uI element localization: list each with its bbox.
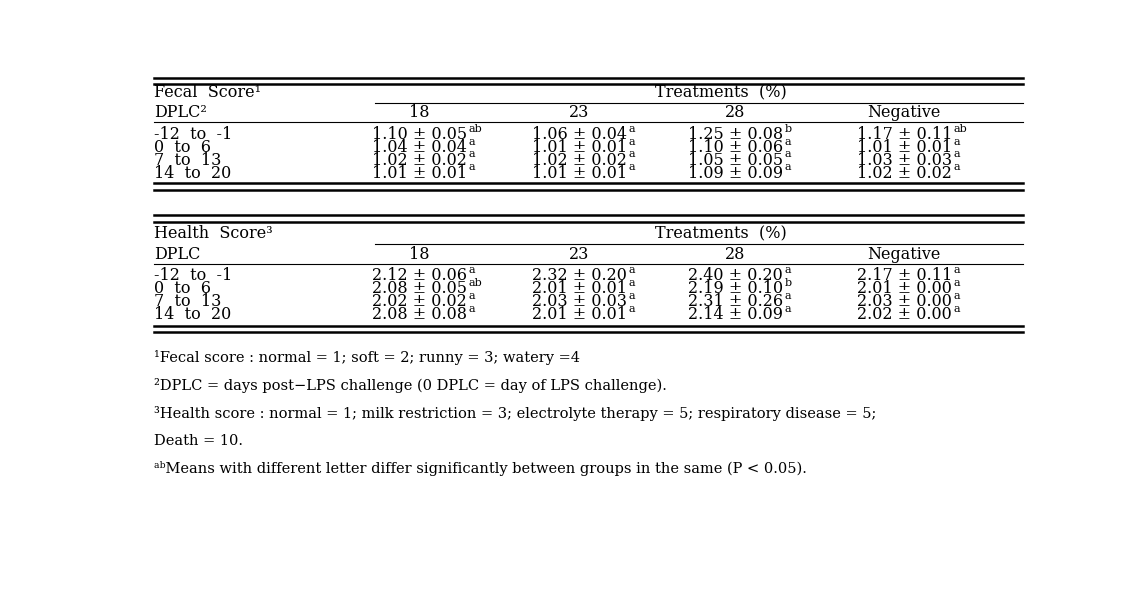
- Text: a: a: [629, 304, 635, 314]
- Text: 1.03 ± 0.03: 1.03 ± 0.03: [856, 151, 952, 168]
- Text: a: a: [953, 162, 960, 172]
- Text: 2.19 ± 0.10: 2.19 ± 0.10: [688, 280, 783, 297]
- Text: a: a: [629, 291, 635, 301]
- Text: Fecal  Score¹: Fecal Score¹: [154, 85, 262, 102]
- Text: a: a: [629, 162, 636, 172]
- Text: a: a: [784, 265, 791, 275]
- Text: 2.14 ± 0.09: 2.14 ± 0.09: [688, 306, 783, 323]
- Text: 1.10 ± 0.06: 1.10 ± 0.06: [688, 139, 783, 156]
- Text: ²DPLC = days post−LPS challenge (0 DPLC = day of LPS challenge).: ²DPLC = days post−LPS challenge (0 DPLC …: [154, 378, 667, 393]
- Text: a: a: [953, 304, 960, 314]
- Text: a: a: [468, 136, 475, 147]
- Text: DPLC²: DPLC²: [154, 105, 207, 121]
- Text: 2.40 ± 0.20: 2.40 ± 0.20: [688, 267, 783, 284]
- Text: 1.01 ± 0.01: 1.01 ± 0.01: [856, 139, 952, 156]
- Text: 1.05 ± 0.05: 1.05 ± 0.05: [688, 151, 783, 168]
- Text: 1.09 ± 0.09: 1.09 ± 0.09: [688, 165, 783, 182]
- Text: a: a: [784, 291, 791, 301]
- Text: 1.02 ± 0.02: 1.02 ± 0.02: [856, 165, 952, 182]
- Text: 1.10 ± 0.05: 1.10 ± 0.05: [372, 126, 467, 142]
- Text: 7  to  13: 7 to 13: [154, 151, 222, 168]
- Text: 2.03 ± 0.00: 2.03 ± 0.00: [856, 293, 952, 310]
- Text: 2.32 ± 0.20: 2.32 ± 0.20: [532, 267, 627, 284]
- Text: 2.31 ± 0.26: 2.31 ± 0.26: [688, 293, 783, 310]
- Text: a: a: [784, 304, 791, 314]
- Text: a: a: [629, 278, 635, 288]
- Text: 1.02 ± 0.02: 1.02 ± 0.02: [372, 151, 467, 168]
- Text: 2.01 ± 0.01: 2.01 ± 0.01: [532, 306, 627, 323]
- Text: 0  to  6: 0 to 6: [154, 280, 211, 297]
- Text: ᵃᵇMeans with different letter differ significantly between groups in the same (P: ᵃᵇMeans with different letter differ sig…: [154, 461, 807, 476]
- Text: Negative: Negative: [868, 105, 941, 121]
- Text: 2.17 ± 0.11: 2.17 ± 0.11: [856, 267, 952, 284]
- Text: a: a: [953, 278, 960, 288]
- Text: Negative: Negative: [868, 246, 941, 263]
- Text: a: a: [629, 265, 635, 275]
- Text: a: a: [954, 136, 960, 147]
- Text: a: a: [954, 265, 960, 275]
- Text: a: a: [629, 136, 636, 147]
- Text: a: a: [954, 150, 960, 159]
- Text: 23: 23: [569, 246, 590, 263]
- Text: a: a: [468, 291, 475, 301]
- Text: 2.01 ± 0.01: 2.01 ± 0.01: [532, 280, 627, 297]
- Text: 14  to  20: 14 to 20: [154, 165, 232, 182]
- Text: -12  to  -1: -12 to -1: [154, 267, 232, 284]
- Text: a: a: [784, 162, 791, 172]
- Text: DPLC: DPLC: [154, 246, 201, 263]
- Text: 1.02 ± 0.02: 1.02 ± 0.02: [532, 151, 627, 168]
- Text: 2.02 ± 0.02: 2.02 ± 0.02: [372, 293, 467, 310]
- Text: b: b: [784, 124, 792, 133]
- Text: a: a: [784, 150, 791, 159]
- Text: 18: 18: [409, 105, 429, 121]
- Text: 1.01 ± 0.01: 1.01 ± 0.01: [532, 139, 627, 156]
- Text: Death = 10.: Death = 10.: [154, 434, 243, 448]
- Text: 2.01 ± 0.00: 2.01 ± 0.00: [856, 280, 952, 297]
- Text: ¹Fecal score : normal = 1; soft = 2; runny = 3; watery =4: ¹Fecal score : normal = 1; soft = 2; run…: [154, 350, 580, 365]
- Text: 1.01 ± 0.01: 1.01 ± 0.01: [532, 165, 627, 182]
- Text: 18: 18: [409, 246, 429, 263]
- Text: a: a: [468, 265, 475, 275]
- Text: 1.01 ± 0.01: 1.01 ± 0.01: [372, 165, 467, 182]
- Text: a: a: [784, 136, 791, 147]
- Text: 1.25 ± 0.08: 1.25 ± 0.08: [688, 126, 783, 142]
- Text: -12  to  -1: -12 to -1: [154, 126, 232, 142]
- Text: 28: 28: [726, 105, 745, 121]
- Text: a: a: [953, 291, 960, 301]
- Text: a: a: [629, 124, 635, 133]
- Text: 14  to  20: 14 to 20: [154, 306, 232, 323]
- Text: 2.02 ± 0.00: 2.02 ± 0.00: [856, 306, 952, 323]
- Text: ³Health score : normal = 1; milk restriction = 3; electrolyte therapy = 5; respi: ³Health score : normal = 1; milk restric…: [154, 406, 877, 421]
- Text: 2.08 ± 0.08: 2.08 ± 0.08: [372, 306, 467, 323]
- Text: Treatments  (%): Treatments (%): [656, 225, 786, 242]
- Text: 23: 23: [569, 105, 590, 121]
- Text: ab: ab: [954, 124, 968, 133]
- Text: 2.12 ± 0.06: 2.12 ± 0.06: [372, 267, 467, 284]
- Text: ab: ab: [468, 124, 482, 133]
- Text: b: b: [784, 278, 792, 288]
- Text: 1.04 ± 0.04: 1.04 ± 0.04: [372, 139, 467, 156]
- Text: Health  Score³: Health Score³: [154, 225, 273, 242]
- Text: a: a: [468, 150, 475, 159]
- Text: Treatments  (%): Treatments (%): [656, 85, 786, 102]
- Text: a: a: [629, 150, 635, 159]
- Text: a: a: [468, 304, 475, 314]
- Text: 0  to  6: 0 to 6: [154, 139, 211, 156]
- Text: ab: ab: [468, 278, 482, 288]
- Text: 2.03 ± 0.03: 2.03 ± 0.03: [532, 293, 627, 310]
- Text: 28: 28: [726, 246, 745, 263]
- Text: 1.06 ± 0.04: 1.06 ± 0.04: [532, 126, 627, 142]
- Text: 1.17 ± 0.11: 1.17 ± 0.11: [856, 126, 952, 142]
- Text: 2.08 ± 0.05: 2.08 ± 0.05: [372, 280, 467, 297]
- Text: 7  to  13: 7 to 13: [154, 293, 222, 310]
- Text: a: a: [468, 162, 475, 172]
